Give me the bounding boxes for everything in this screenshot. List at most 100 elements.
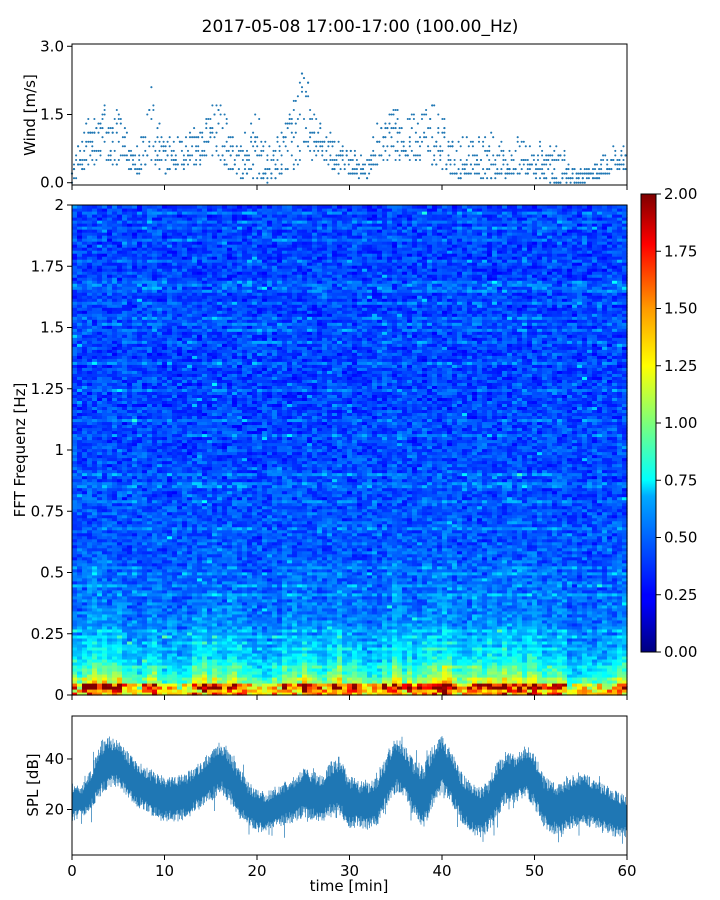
spectrogram-cell <box>92 295 98 299</box>
spectrogram-cell <box>117 568 123 573</box>
wind-point <box>184 145 188 148</box>
spectrogram-cell <box>177 619 183 624</box>
spectrogram-cell <box>77 325 83 329</box>
spectrogram-cell <box>137 325 143 329</box>
wind-point <box>500 140 503 143</box>
spectrogram-cell <box>172 511 178 516</box>
spectrogram-cell <box>107 418 113 423</box>
wind-point <box>394 108 397 112</box>
spectrogram-cell <box>167 370 173 374</box>
spectrogram-cell <box>132 682 138 687</box>
wind-point <box>315 145 318 148</box>
wind-point <box>606 163 609 166</box>
spectrogram-cell <box>107 217 113 221</box>
spectrogram-cell <box>117 517 123 522</box>
spectrogram-cell <box>147 283 153 287</box>
spectrogram-cell <box>117 616 123 621</box>
wind-point <box>532 158 535 162</box>
spectrogram-cell <box>97 469 103 474</box>
spectrogram-cell <box>152 487 158 492</box>
spectrogram-cell <box>112 502 118 507</box>
spectrogram-cell <box>87 352 93 356</box>
spectrogram-cell <box>182 667 188 672</box>
wind-point <box>170 149 173 152</box>
spectrogram-cell <box>157 427 163 432</box>
spectrogram-cell <box>97 364 103 368</box>
spectrogram-cell <box>167 454 173 459</box>
spectrogram-cell <box>107 472 113 477</box>
spectrogram-cell <box>162 649 168 654</box>
spectrogram-cell <box>77 553 83 558</box>
spectrogram-cell <box>87 565 93 570</box>
spectrogram-cell <box>167 631 173 636</box>
spectrogram-cell <box>72 214 78 218</box>
spectrogram-cell <box>112 583 118 588</box>
spectrogram-cell <box>167 280 173 284</box>
spectrogram-cell <box>132 508 138 513</box>
spectrogram-cell <box>72 331 78 335</box>
wind-point <box>197 149 200 152</box>
spectrogram-cell <box>117 409 123 414</box>
spectrogram-cell <box>82 634 88 639</box>
spectrogram-cell <box>132 601 138 606</box>
spectrogram-cell <box>162 508 168 513</box>
wind-point <box>223 163 226 166</box>
spectrogram-cell <box>122 352 128 356</box>
spectrogram-cell <box>157 469 163 474</box>
spectrogram-cell <box>87 628 93 633</box>
spectrogram-cell <box>187 553 193 558</box>
spectrogram-cell <box>87 214 93 218</box>
spectrogram-cell <box>127 337 133 341</box>
spectrogram-cell <box>167 352 173 356</box>
wind-point <box>292 168 295 171</box>
spectrogram-cell <box>97 301 103 305</box>
spectrogram-cell <box>137 592 143 597</box>
spectrogram-cell <box>157 367 163 371</box>
spectrogram-cell <box>87 436 93 441</box>
spectrogram-cell <box>77 211 83 215</box>
spectrogram-cell <box>142 613 148 618</box>
spectrogram-cell <box>97 418 103 423</box>
spectrogram-cell <box>172 604 178 609</box>
spectrogram-cell <box>132 283 138 287</box>
spectrogram-cell <box>112 313 118 317</box>
spectrogram-cell <box>87 511 93 516</box>
spectrogram-cell <box>112 217 118 221</box>
spectrogram-cell <box>157 442 163 447</box>
spectrogram-cell <box>172 586 178 591</box>
spectrogram-cell <box>167 457 173 462</box>
spectrogram-cell <box>137 298 143 302</box>
wind-point <box>516 140 519 143</box>
spectrogram-cell <box>177 376 183 380</box>
spectrogram-cell <box>157 319 163 323</box>
spectrogram-cell <box>162 292 168 296</box>
wind-point <box>319 145 322 148</box>
spectrogram-cell <box>92 610 98 615</box>
spectrogram-cell <box>92 586 98 591</box>
wind-point <box>182 158 185 162</box>
spectrogram-cell <box>142 634 148 639</box>
spectrogram-cell <box>112 364 118 368</box>
wind-point <box>201 154 204 157</box>
wind-point <box>528 168 531 171</box>
spectrogram-cell <box>77 256 83 260</box>
spectrogram-cell <box>102 508 108 513</box>
spectrogram-cell <box>102 382 108 386</box>
spectrogram-cell <box>177 595 183 600</box>
spectrogram-cell <box>122 655 128 660</box>
wind-point <box>541 172 544 175</box>
spectrogram-cell <box>97 451 103 456</box>
spectrogram-cell <box>117 226 123 230</box>
spectrogram-cell <box>182 397 188 401</box>
wind-point <box>252 131 255 134</box>
spectrogram-cell <box>82 319 88 323</box>
wind-point <box>612 158 615 162</box>
spectrogram-cell <box>182 523 188 528</box>
spectrogram-cell <box>107 631 113 636</box>
spectrogram-cell <box>162 241 168 245</box>
wind-point <box>500 172 503 175</box>
spectrogram-cell <box>92 472 98 477</box>
spectrogram-cell <box>97 430 103 435</box>
spectrogram-cell <box>77 226 83 230</box>
wind-point <box>298 113 301 116</box>
